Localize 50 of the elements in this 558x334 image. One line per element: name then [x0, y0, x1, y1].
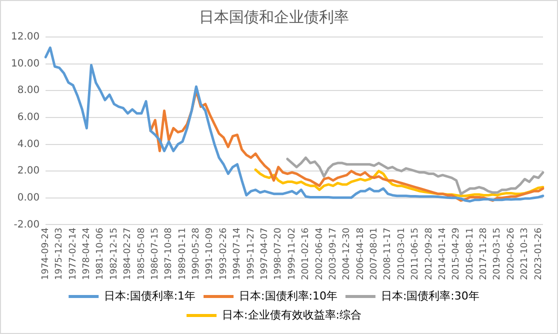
x-tick-label: 2021-10-13 [520, 228, 530, 280]
x-tick-label: 1984-02-27 [123, 228, 134, 280]
x-tick-label: 1982-12-15 [109, 228, 120, 280]
x-tick-label: 2019-03-15 [492, 228, 503, 280]
x-tick-label: 2015-04-29 [452, 227, 462, 280]
y-tick-label: 8.00 [17, 85, 40, 96]
y-tick-label: 10.00 [10, 58, 40, 70]
x-tick-label: 2011-06-15 [410, 228, 421, 280]
x-tick-label: 2014-01-14 [438, 227, 448, 280]
y-tick-label: 6.00 [17, 112, 40, 124]
x-tick-label: 1975-12-03 [54, 228, 65, 280]
x-tick-label: 1998-07-20 [274, 227, 284, 280]
x-tick-label: 1993-02-26 [218, 227, 229, 280]
x-tick-label: 1989-01-11 [178, 228, 188, 280]
legend-label: 日本:国债利率:1年 [104, 289, 196, 302]
x-tick-label: 1994-07-14 [232, 227, 243, 280]
x-tick-label: 1977-02-14 [68, 227, 78, 280]
y-tick-label: -2.00 [14, 219, 40, 230]
x-tick-label: 2023-01-26 [534, 227, 544, 280]
x-tick-label: 1991-10-09 [205, 227, 216, 280]
x-tick-label: 2001-02-16 [301, 227, 312, 280]
x-tick-label: 1985-05-08 [136, 227, 147, 280]
x-tick-label: 1990-05-28 [192, 227, 202, 280]
x-tick-label: 2012-09-28 [424, 227, 434, 280]
y-tick-label: 0.00 [17, 192, 40, 204]
x-tick-label: 1986-07-15 [150, 228, 160, 280]
x-tick-label: 2003-09-17 [328, 228, 338, 280]
x-tick-label: 1981-10-06 [96, 227, 106, 280]
x-tick-label: 2006-04-18 [356, 227, 366, 280]
x-tick-label: 2010-03-01 [396, 228, 407, 280]
x-tick-label: 2020-06-26 [506, 227, 516, 280]
y-tick-label: 2.00 [17, 166, 40, 177]
x-tick-label: 1987-10-08 [164, 227, 174, 280]
y-tick-label: 4.00 [17, 138, 40, 150]
x-tick-label: 1978-04-24 [82, 227, 92, 280]
legend-label: 日本:企业债有效收益率:综合 [222, 308, 362, 322]
x-tick-label: 1995-11-27 [246, 228, 256, 280]
legend-label: 日本:国债利率:30年 [380, 289, 480, 302]
legend-label: 日本:国债利率:10年 [239, 289, 338, 302]
x-tick-label: 2017-11-28 [479, 227, 490, 280]
x-tick-label: 2016-08-11 [465, 228, 476, 280]
x-tick-label: 2002-06-04 [314, 227, 325, 280]
x-tick-label: 2007-08-01 [370, 228, 380, 280]
x-tick-label: 2004-12-30 [342, 227, 352, 280]
chart-title: 日本国债和企业债利率 [199, 8, 349, 26]
x-tick-label: 2008-11-17 [383, 228, 394, 280]
x-tick-label: 1997-04-07 [260, 228, 270, 280]
y-tick-label: 12.00 [10, 32, 40, 43]
x-tick-label: 1999-11-02 [287, 228, 298, 280]
x-tick-label: 1974-09-24 [40, 227, 51, 280]
